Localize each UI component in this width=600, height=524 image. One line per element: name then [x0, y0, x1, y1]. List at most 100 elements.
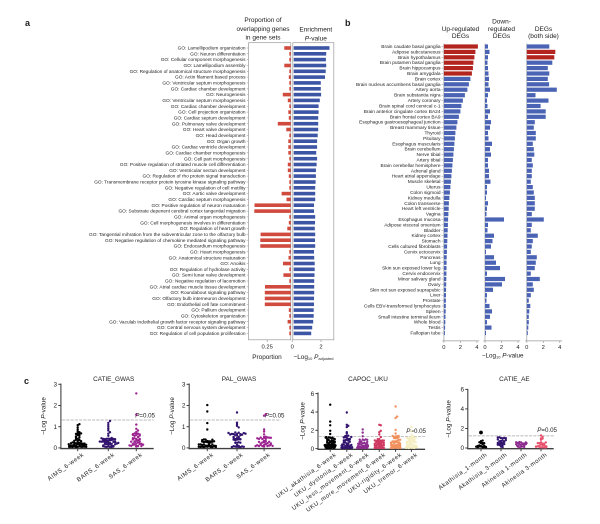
svg-text:Lung: Lung	[430, 260, 441, 266]
svg-text:GO: Tangential mihration from: GO: Tangential mihration from the subven…	[89, 232, 246, 238]
svg-text:c: c	[24, 376, 29, 386]
svg-text:GO: Regulation of cell populat: GO: Regulation of cell population prolif…	[150, 331, 246, 337]
svg-text:6: 6	[460, 387, 464, 394]
svg-text:2: 2	[460, 426, 464, 433]
svg-text:4: 4	[516, 345, 520, 351]
svg-text:Muscle skeletal: Muscle skeletal	[408, 179, 441, 185]
svg-text:GO: Negative regulation of lac: GO: Negative regulation of lacomotion	[165, 279, 246, 285]
svg-text:Proportion: Proportion	[252, 354, 282, 361]
svg-text:a: a	[25, 18, 31, 28]
svg-text:Pancreas: Pancreas	[420, 255, 441, 261]
svg-text:GO: Cytoskeleton organization: GO: Cytoskeleton organization	[181, 314, 246, 320]
svg-text:in gene sets: in gene sets	[245, 35, 281, 42]
svg-text:Adrenal gland: Adrenal gland	[411, 168, 441, 174]
svg-text:GO: Animal organ morphogenesis: GO: Animal organ morphogenesis	[174, 215, 246, 221]
svg-text:Kidney cortex: Kidney cortex	[411, 233, 441, 239]
svg-text:GO: Lamellipodium assembly: GO: Lamellipodium assembly	[183, 63, 246, 69]
svg-text:Colon sigmoid: Colon sigmoid	[410, 190, 441, 196]
svg-text:Cervix ectocervix: Cervix ectocervix	[404, 249, 441, 255]
svg-text:Esophagus muscularis: Esophagus muscularis	[392, 141, 441, 147]
svg-text:Cervix endocervix: Cervix endocervix	[402, 271, 441, 277]
svg-text:2: 2	[311, 428, 315, 435]
svg-text:P=0.05: P=0.05	[537, 427, 557, 434]
svg-text:−Log P-value: −Log P-value	[41, 397, 48, 435]
svg-text:4: 4	[558, 345, 562, 351]
svg-text:1: 1	[182, 424, 186, 431]
svg-text:b: b	[345, 18, 351, 28]
svg-text:0: 0	[291, 345, 294, 351]
svg-text:GO: Cell projection organizati: GO: Cell projection organization	[178, 110, 246, 116]
svg-text:Brain cerebellum: Brain cerebellum	[405, 147, 441, 153]
svg-text:4: 4	[460, 406, 464, 413]
svg-text:Brain cerebellar hemisphere: Brain cerebellar hemisphere	[381, 163, 441, 169]
svg-text:−Log P-value: −Log P-value	[446, 400, 453, 438]
svg-text:GO: Lamellipodium organization: GO: Lamellipodium organization	[178, 46, 246, 52]
svg-text:3: 3	[54, 382, 58, 389]
svg-text:Minor salivary gland: Minor salivary gland	[398, 277, 441, 283]
svg-text:P-value: P-value	[305, 36, 327, 43]
svg-text:GO: Cardiac chamber developmen: GO: Cardiac chamber development	[171, 104, 246, 110]
svg-text:P=0.05: P=0.05	[135, 413, 155, 420]
svg-text:GO: Cardiac septum development: GO: Cardiac septum development	[174, 116, 246, 122]
svg-text:Fallopian tube: Fallopian tube	[410, 331, 440, 337]
svg-text:Artery coronary: Artery coronary	[408, 98, 441, 104]
svg-text:Artery aorta: Artery aorta	[415, 87, 440, 93]
svg-text:Small intestine terminal ileum: Small intestine terminal ileum	[378, 314, 440, 320]
svg-text:Heart left ventricle: Heart left ventricle	[402, 206, 441, 212]
svg-text:Brain frontal cortex BA9: Brain frontal cortex BA9	[390, 114, 441, 120]
svg-text:(both side): (both side)	[528, 33, 559, 40]
svg-text:GO: Ventricular septum morphog: GO: Ventricular septum morphogenesis	[162, 81, 246, 87]
svg-text:Uterus: Uterus	[426, 185, 441, 191]
svg-text:0: 0	[182, 445, 186, 452]
svg-text:GO: Organ growth: GO: Organ growth	[207, 139, 246, 145]
svg-text:CAPOC_UKU: CAPOC_UKU	[348, 376, 388, 383]
svg-text:Pituitary: Pituitary	[423, 136, 441, 142]
svg-text:Artery tibial: Artery tibial	[417, 158, 441, 164]
svg-text:GO: Ventricular sectun develop: GO: Ventricular sectun development	[169, 168, 246, 174]
svg-text:−Log10 Padjusted: −Log10 Padjusted	[293, 354, 333, 361]
svg-text:Whole blood: Whole blood	[414, 320, 441, 326]
svg-text:GO: Vaculab Indothelial growth: GO: Vaculab Indothelial growth factor re…	[109, 319, 246, 325]
svg-text:2: 2	[459, 345, 462, 351]
svg-text:GO: Cellular component morphog: GO: Cellular component morphogenesis	[161, 57, 246, 63]
svg-text:2: 2	[54, 403, 58, 410]
svg-text:0: 0	[525, 345, 528, 351]
svg-text:Adipose visceral omentum: Adipose visceral omentum	[384, 222, 440, 228]
svg-text:0: 0	[311, 446, 315, 453]
svg-text:P=0.05: P=0.05	[265, 413, 285, 420]
svg-text:4: 4	[311, 409, 315, 416]
svg-text:regulated: regulated	[488, 26, 515, 33]
svg-text:Stomach: Stomach	[422, 239, 441, 245]
svg-text:CATIE_GWAS: CATIE_GWAS	[93, 376, 134, 383]
svg-text:Brain putamen basal ganglia: Brain putamen basal ganglia	[380, 60, 441, 66]
svg-text:GO: Central nervous system dev: GO: Central nervous system development	[157, 325, 246, 331]
svg-text:Heart atrial appendage: Heart atrial appendage	[392, 174, 441, 180]
svg-text:GO: Ventricular septum morphog: GO: Ventricular septum morphogenesis	[162, 98, 246, 104]
svg-text:GO: Cardiac chamber developmen: GO: Cardiac chamber development	[171, 86, 246, 92]
svg-text:DEGs: DEGs	[535, 26, 553, 33]
svg-text:GO: Endocardium morphogenesis: GO: Endocardium morphogenesis	[174, 244, 246, 250]
svg-text:GO: Positive regulation of str: GO: Positive regulation of striated musc…	[120, 162, 246, 168]
svg-text:GO: Regulation of anatomical s: GO: Regulation of anatomical structure m…	[130, 69, 247, 75]
svg-text:Enrichment: Enrichment	[299, 27, 332, 34]
svg-text:Brain amygdala: Brain amygdala	[407, 71, 441, 77]
svg-text:GO: Pallium development: GO: Pallium development	[191, 308, 246, 314]
svg-text:GO: Negative regulation of che: GO: Negative regulation of chemokine med…	[105, 238, 246, 244]
svg-text:GO: Heart morphogenesis: GO: Heart morphogenesis	[190, 249, 246, 255]
svg-text:GO: Endothelial cell fate comm: GO: Endothelial cell fate commitment	[167, 302, 246, 308]
svg-text:Testis: Testis	[428, 325, 441, 331]
svg-text:2: 2	[500, 345, 503, 351]
svg-text:0: 0	[483, 345, 486, 351]
svg-text:GO: Aortic valve development: GO: Aortic valve development	[183, 191, 247, 197]
svg-text:Vagina: Vagina	[426, 212, 441, 218]
svg-text:GO: Semi lunar valve developme: GO: Semi lunar valve development	[172, 273, 246, 279]
svg-text:GO: Transmembrane receptor pro: GO: Transmembrane receptor protein tyros…	[94, 180, 246, 186]
svg-text:GO: Negative regulation of cel: GO: Negative regulation of cell motility	[165, 185, 246, 191]
svg-text:GO: Heart valve development: GO: Heart valve development	[183, 127, 246, 133]
svg-text:P=0.05: P=0.05	[406, 428, 426, 435]
svg-text:Cells EBV-transformed lymphocy: Cells EBV-transformed lymphocytes	[364, 304, 441, 310]
svg-text:Brain caudate basal ganglia: Brain caudate basal ganglia	[381, 44, 441, 50]
svg-text:CATIE_AE: CATIE_AE	[499, 376, 529, 383]
svg-text:GO: Cell part morphogenesis: GO: Cell part morphogenesis	[184, 156, 246, 162]
svg-text:GO: Cell morphogenesis involve: GO: Cell morphogenesis involves in diffe…	[140, 220, 246, 226]
